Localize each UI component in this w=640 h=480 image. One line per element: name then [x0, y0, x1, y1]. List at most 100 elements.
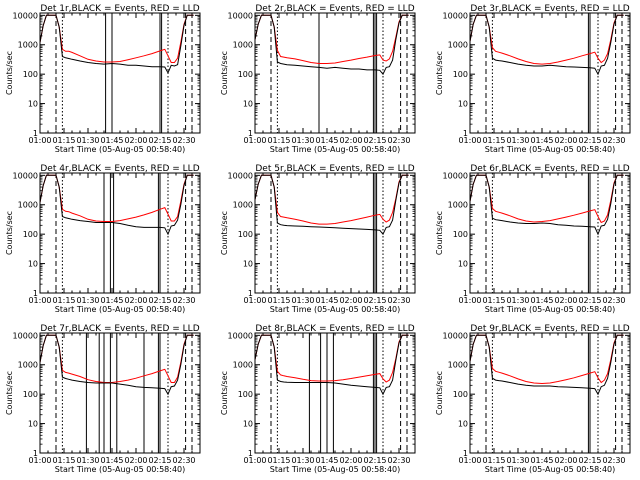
y-tick-label: 1000 [233, 361, 253, 370]
plot-frame [254, 332, 416, 454]
events-series-line [470, 174, 624, 236]
events-series-line [40, 174, 194, 236]
x-tick-label: 01:15 [267, 136, 290, 145]
y-tick-label: 1000 [233, 41, 253, 50]
y-tick-label: 1000 [448, 201, 468, 210]
x-tick-label: 01:30 [76, 136, 99, 145]
x-tick-label: 01:15 [482, 456, 505, 465]
x-tick-label: 02:00 [339, 296, 362, 305]
x-tick-label: 01:00 [458, 136, 481, 145]
x-tick-label: 02:00 [554, 456, 577, 465]
y-tick-label: 10 [243, 420, 253, 429]
plot-area [40, 173, 194, 293]
plot-frame [469, 172, 631, 294]
x-tick-label: 01:45 [315, 136, 338, 145]
y-tick-label: 10 [243, 100, 253, 109]
panel-title: Det 3r,BLACK = Events, RED = LLD [470, 4, 629, 14]
x-axis-label: Start Time (05-Aug-05 00:58:40) [55, 465, 186, 474]
x-tick-label: 01:00 [243, 136, 266, 145]
plot-frame [39, 12, 201, 134]
y-tick-label: 100 [453, 390, 468, 399]
lld-series-line [255, 14, 409, 64]
x-tick-label: 01:00 [458, 456, 481, 465]
y-tick-label: 1 [33, 129, 38, 138]
x-tick-label: 01:30 [76, 456, 99, 465]
x-tick-label: 01:00 [28, 136, 51, 145]
x-tick-label: 02:15 [148, 456, 171, 465]
events-series-line [470, 334, 624, 396]
x-tick-label: 02:00 [339, 136, 362, 145]
y-tick-label: 10000 [13, 171, 38, 180]
y-axis-label: Counts/sec [435, 211, 444, 255]
y-tick-label: 1 [248, 129, 253, 138]
x-tick-label: 02:00 [339, 456, 362, 465]
lld-series-line [470, 174, 624, 224]
x-tick-label: 01:30 [291, 296, 314, 305]
y-tick-label: 100 [453, 230, 468, 239]
y-tick-label: 1 [248, 289, 253, 298]
panel-4: 1 10 100 1000 10000 01:00 01:15 01:30 01:45 02:00… [5, 164, 201, 314]
y-tick-label: 100 [238, 70, 253, 79]
plot-area [470, 333, 624, 453]
x-tick-label: 02:30 [172, 456, 195, 465]
x-tick-label: 01:00 [458, 296, 481, 305]
x-tick-label: 01:15 [52, 136, 75, 145]
panel-5: 1 10 100 1000 10000 01:00 01:15 01:30 01:45 02:00… [220, 164, 416, 314]
y-tick-label: 1000 [233, 201, 253, 210]
panel-title: Det 4r,BLACK = Events, RED = LLD [40, 164, 199, 174]
y-tick-label: 10000 [443, 11, 468, 20]
x-tick-label: 02:30 [602, 296, 625, 305]
x-tick-label: 02:15 [578, 136, 601, 145]
y-tick-label: 1000 [448, 41, 468, 50]
y-tick-label: 10000 [228, 171, 253, 180]
lld-series-line [255, 334, 409, 383]
y-tick-label: 10000 [228, 331, 253, 340]
x-tick-label: 01:45 [100, 456, 123, 465]
y-axis-label: Counts/sec [220, 211, 229, 255]
lld-series-line [40, 174, 194, 222]
x-tick-label: 01:00 [28, 296, 51, 305]
x-tick-label: 01:45 [530, 296, 553, 305]
y-tick-label: 1 [33, 449, 38, 458]
x-axis-label: Start Time (05-Aug-05 00:58:40) [270, 465, 401, 474]
y-tick-label: 100 [238, 390, 253, 399]
x-tick-label: 01:30 [506, 296, 529, 305]
y-tick-label: 10 [458, 100, 468, 109]
y-tick-label: 10 [458, 260, 468, 269]
panel-title: Det 1r,BLACK = Events, RED = LLD [40, 4, 199, 14]
plot-area [255, 13, 409, 133]
x-tick-label: 01:15 [482, 136, 505, 145]
y-tick-label: 1 [248, 449, 253, 458]
x-tick-label: 01:15 [267, 296, 290, 305]
lld-series-line [40, 14, 194, 63]
x-tick-label: 01:15 [267, 456, 290, 465]
y-tick-label: 100 [23, 390, 38, 399]
plot-frame [469, 12, 631, 134]
x-axis-label: Start Time (05-Aug-05 00:58:40) [270, 145, 401, 154]
x-tick-label: 02:30 [602, 136, 625, 145]
y-tick-label: 10 [28, 100, 38, 109]
y-axis-label: Counts/sec [5, 51, 14, 95]
x-tick-label: 01:30 [291, 456, 314, 465]
x-tick-label: 01:00 [243, 296, 266, 305]
y-tick-label: 1000 [18, 41, 38, 50]
y-tick-label: 10 [458, 420, 468, 429]
plot-frame [254, 172, 416, 294]
x-tick-label: 02:30 [602, 456, 625, 465]
x-tick-label: 02:15 [148, 136, 171, 145]
panel-title: Det 9r,BLACK = Events, RED = LLD [470, 324, 629, 334]
y-axis-label: Counts/sec [220, 51, 229, 95]
x-tick-label: 01:15 [52, 296, 75, 305]
y-tick-label: 1 [33, 289, 38, 298]
x-tick-label: 02:00 [124, 136, 147, 145]
plot-area [255, 333, 409, 453]
y-tick-label: 1 [463, 449, 468, 458]
plot-area [470, 13, 624, 133]
panel-6: 1 10 100 1000 10000 01:00 01:15 01:30 01:45 02:00… [435, 164, 631, 314]
y-tick-label: 1000 [448, 361, 468, 370]
lld-series-line [470, 334, 624, 385]
panel-8: 1 10 100 1000 10000 01:00 01:15 01:30 01:45 02:00… [220, 324, 416, 474]
x-tick-label: 02:15 [363, 136, 386, 145]
y-tick-label: 100 [23, 70, 38, 79]
y-axis-label: Counts/sec [435, 51, 444, 95]
